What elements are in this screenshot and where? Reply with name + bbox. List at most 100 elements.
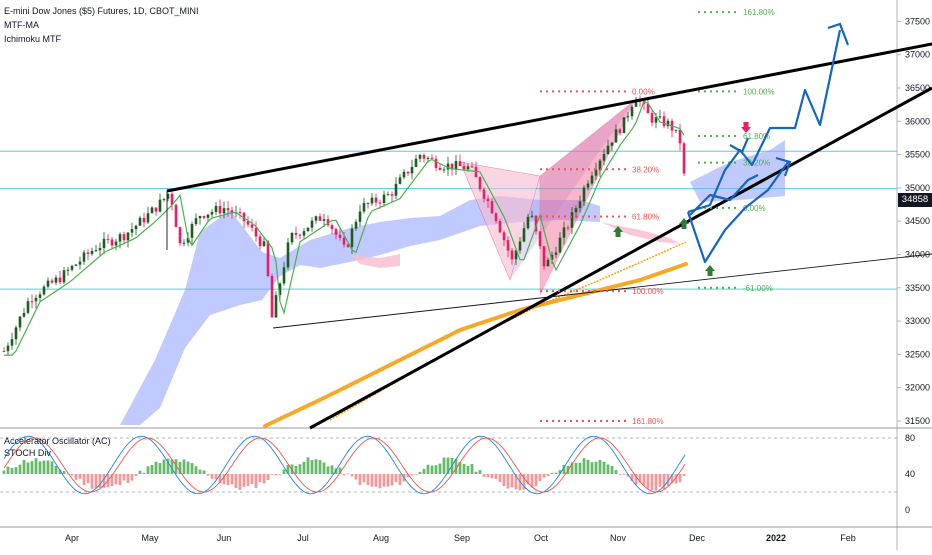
candle-body	[498, 221, 502, 233]
oscillator-bar	[94, 474, 98, 489]
oscillator-bar	[170, 459, 174, 474]
oscillator-bar	[562, 464, 566, 474]
pattern-fib-label: 100.00%	[632, 287, 664, 296]
candle-body	[666, 120, 670, 127]
candle-body	[450, 163, 454, 170]
candle-body	[94, 250, 98, 252]
oscillator-bar	[634, 474, 638, 485]
candle-body	[242, 212, 246, 222]
candle-body	[174, 204, 178, 228]
oscillator-bar	[670, 474, 674, 484]
oscillator-bar	[394, 474, 398, 482]
pattern-fib-label: 0.00%	[632, 87, 655, 96]
oscillator-bar	[382, 474, 386, 487]
oscillator-bar	[234, 474, 238, 489]
oscillator-bar	[434, 465, 438, 474]
oscillator-bar	[258, 474, 262, 483]
candle-body	[162, 198, 166, 200]
candle-body	[22, 312, 26, 317]
x-tick-label: May	[141, 533, 159, 543]
oscillator-bar	[134, 474, 138, 476]
oscillator-bar	[278, 474, 282, 475]
candle-body	[478, 177, 482, 190]
sell-signal-arrow	[741, 122, 751, 133]
oscillator-bar	[678, 474, 682, 483]
candle-body	[570, 212, 574, 228]
oscillator-bar	[430, 465, 434, 474]
oscillator-bar	[98, 474, 102, 489]
oscillator-bar	[558, 470, 562, 474]
oscillator-bar	[502, 474, 506, 487]
pattern-fib-label: 61.80%	[632, 213, 659, 222]
candle-body	[18, 316, 22, 328]
osc-y-tick-label: 80	[905, 433, 915, 443]
oscillator-bar	[510, 474, 514, 488]
oscillator-bar	[582, 458, 586, 474]
x-tick-label: Nov	[610, 533, 627, 543]
candle-body	[434, 158, 438, 168]
y-tick-label: 34000	[905, 250, 930, 260]
y-tick-label: 37000	[905, 50, 930, 60]
oscillator-bar	[614, 470, 618, 474]
oscillator-bar	[330, 465, 334, 474]
candle-body	[194, 218, 198, 224]
candle-body	[674, 129, 678, 131]
oscillator-bar	[178, 461, 182, 474]
oscillator-bar	[598, 459, 602, 474]
y-tick-label: 31500	[905, 416, 930, 426]
oscillator-bar	[610, 465, 614, 474]
target-fib-label: 100.00%	[743, 87, 775, 96]
oscillator-bar	[542, 474, 546, 478]
oscillator-bar	[146, 466, 150, 474]
last-price-tag: 34858	[898, 193, 932, 207]
candle-body	[238, 212, 242, 214]
candle-body	[538, 231, 542, 247]
ma-line	[4, 100, 685, 356]
candle-body	[562, 227, 566, 238]
oscillator-bar	[154, 461, 158, 474]
candle-body	[354, 221, 358, 229]
oscillator-bar	[314, 459, 318, 474]
projection-arrowhead	[729, 137, 750, 154]
oscillator-bar	[438, 463, 442, 474]
candle-body	[602, 154, 606, 161]
oscillator-bar	[662, 474, 666, 490]
candle-body	[366, 203, 370, 205]
oscillator-bar	[126, 474, 130, 484]
oscillator-bar	[202, 470, 206, 474]
oscillator-bar	[262, 474, 266, 484]
candle-body	[486, 198, 490, 202]
oscillator-bar	[654, 474, 658, 491]
oscillator-bar	[406, 474, 410, 478]
candle-body	[134, 225, 138, 230]
candle-body	[266, 241, 270, 276]
oscillator-bar	[114, 474, 118, 485]
oscillator-bar	[642, 474, 646, 486]
oscillator-bar	[162, 459, 166, 474]
stoch-k-line	[3, 435, 686, 495]
candle-body	[398, 177, 402, 184]
candle-body	[254, 227, 258, 237]
candle-body	[522, 228, 526, 242]
x-tick-label: Feb	[840, 533, 856, 543]
candle-body	[158, 199, 162, 212]
candle-body	[62, 270, 66, 283]
oscillator-bar	[326, 466, 330, 474]
oscillator-bar	[474, 471, 478, 474]
oscillator-bar	[210, 474, 214, 479]
oscillator-bar	[454, 458, 458, 474]
candle-body	[30, 301, 34, 303]
oscillator-bar	[242, 474, 246, 487]
candle-body	[58, 277, 62, 283]
x-tick-label: Jun	[217, 533, 232, 543]
candle-body	[370, 197, 374, 204]
candle-body	[350, 228, 354, 247]
oscillator-bar	[534, 474, 538, 487]
oscillator-bar	[638, 474, 642, 483]
candle-body	[102, 238, 106, 249]
oscillator-bar	[602, 461, 606, 474]
candle-body	[298, 234, 302, 236]
candle-body	[374, 197, 378, 203]
oscillator-bar	[546, 474, 550, 477]
oscillator-bar	[622, 473, 626, 475]
